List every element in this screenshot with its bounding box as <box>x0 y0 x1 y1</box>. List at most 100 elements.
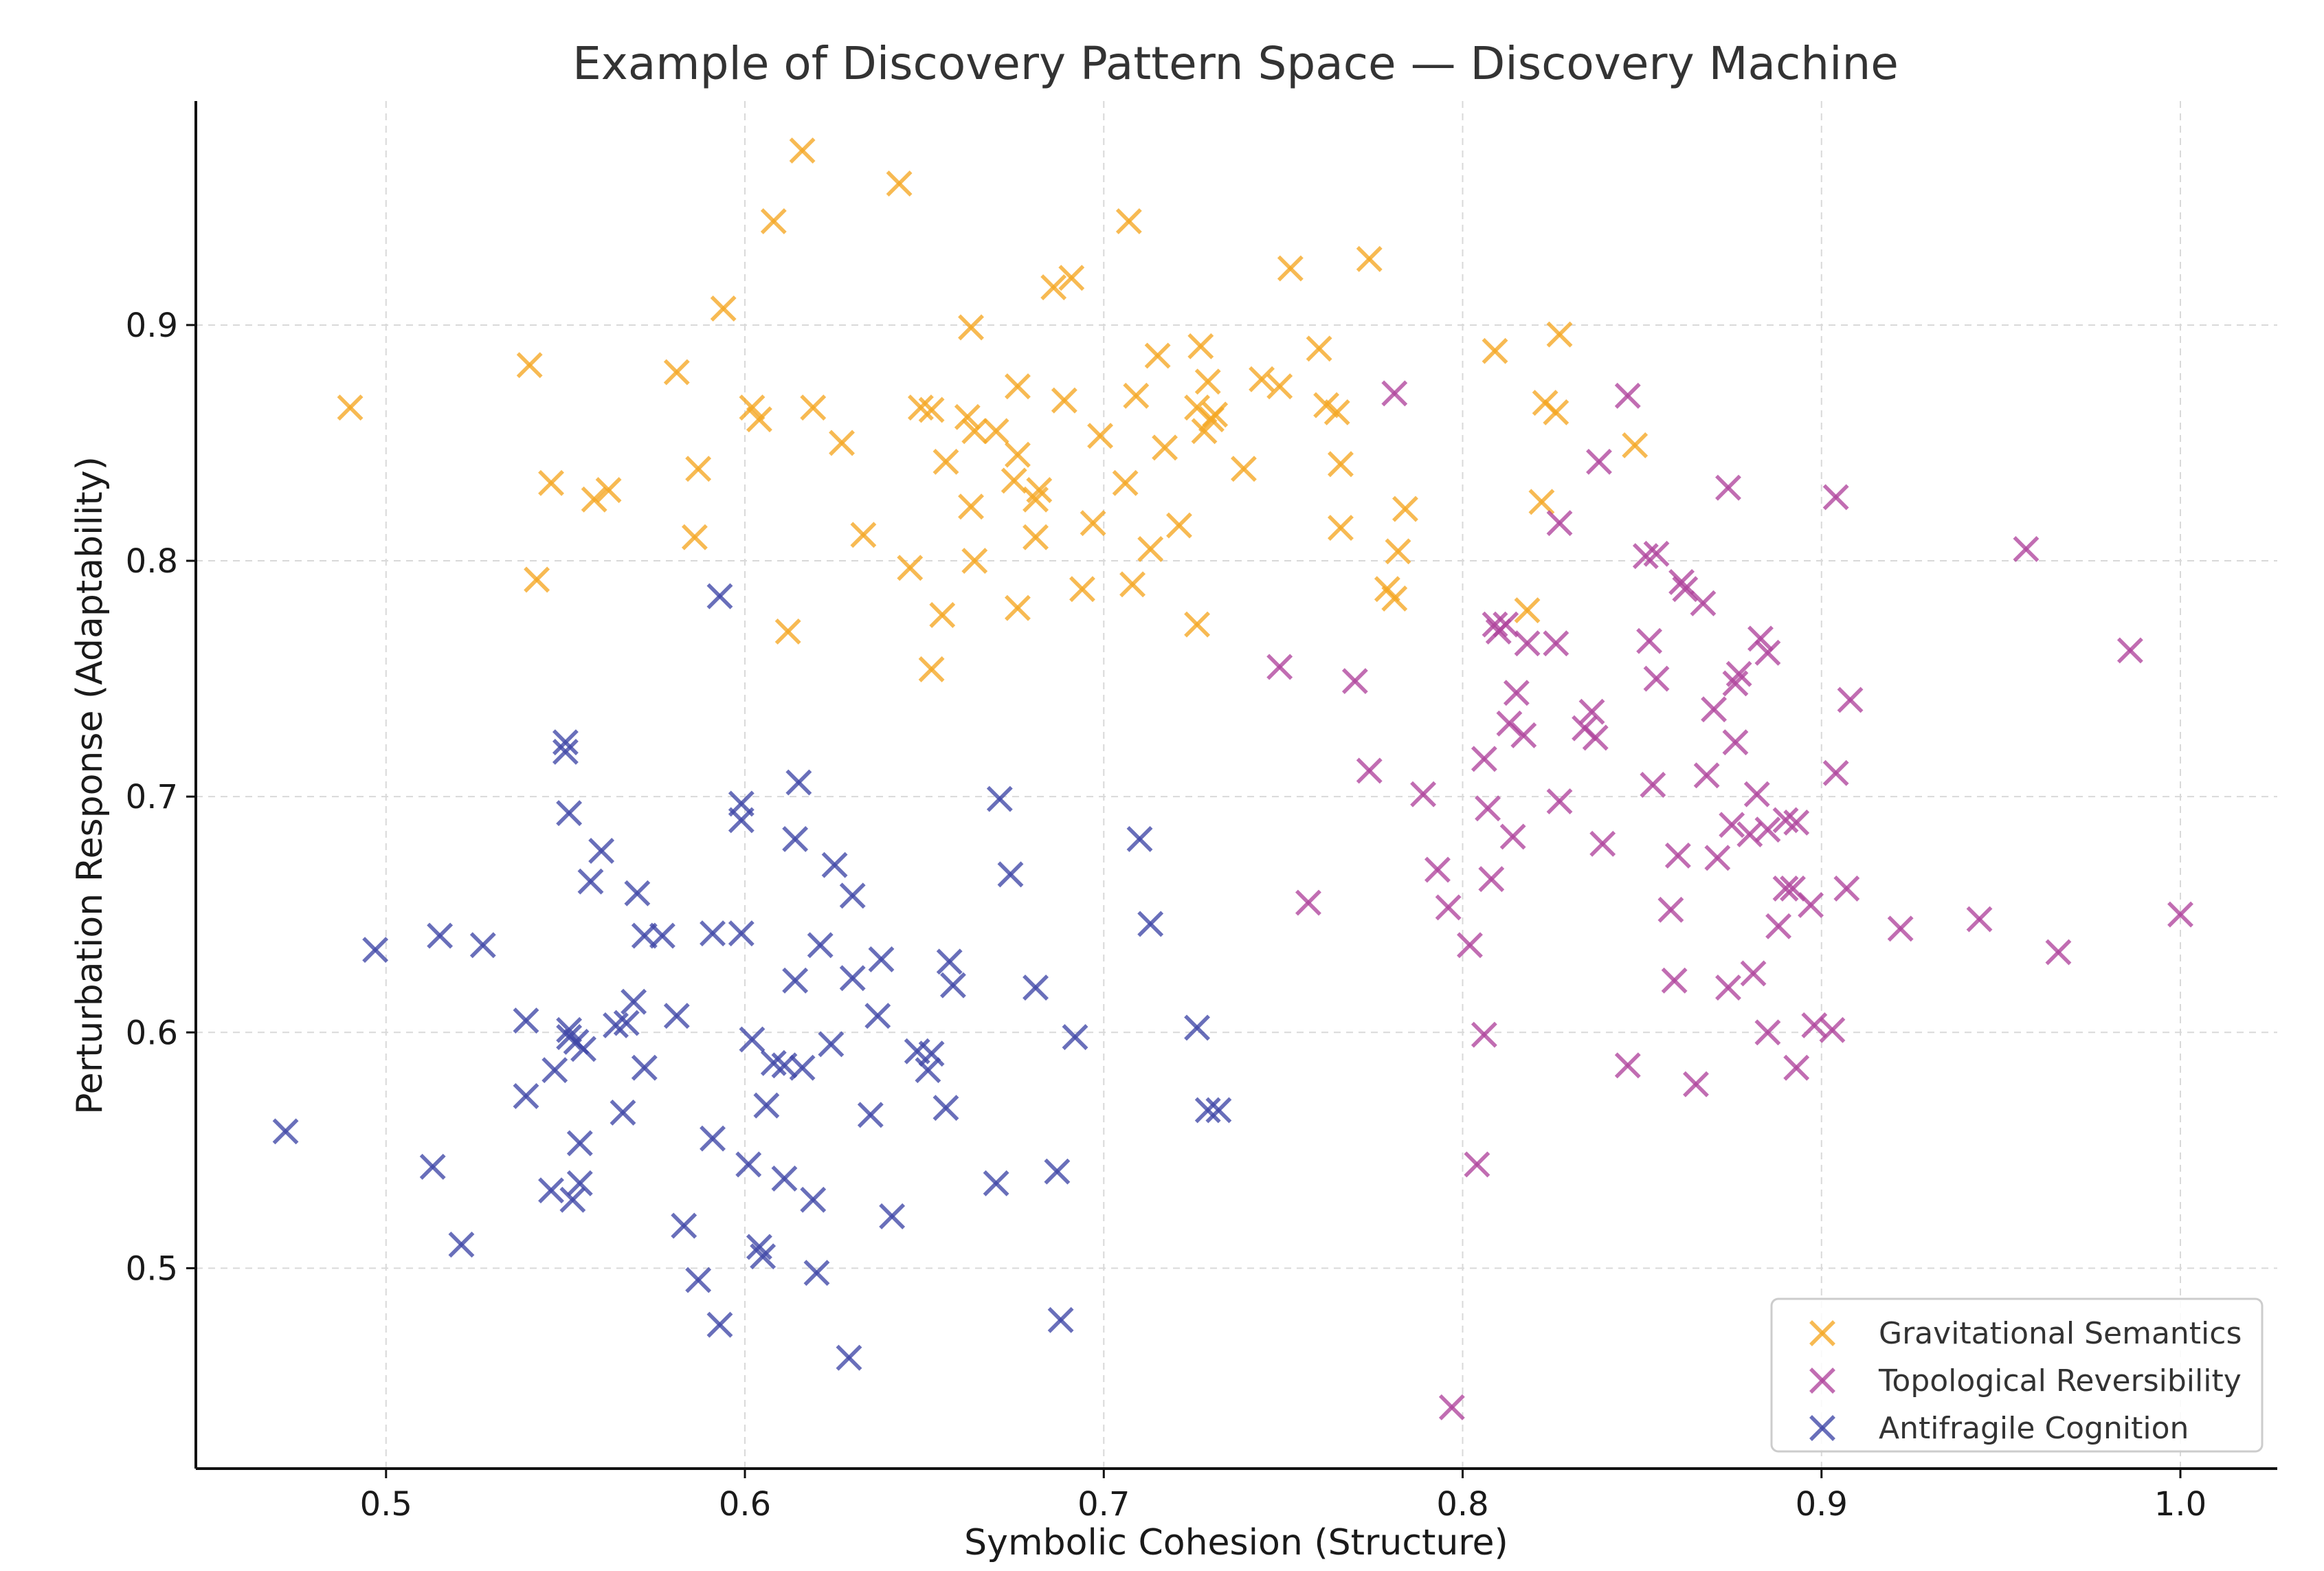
data-point <box>1725 660 1752 687</box>
data-point <box>624 880 651 906</box>
data-point <box>1740 960 1767 987</box>
data-point <box>1614 382 1641 409</box>
data-point <box>1277 255 1304 282</box>
data-point <box>566 1170 593 1196</box>
data-point <box>706 1311 733 1338</box>
data-point <box>897 555 924 581</box>
data-point <box>588 838 615 865</box>
data-point <box>986 786 1013 812</box>
data-point <box>1266 373 1293 400</box>
data-point <box>556 800 583 827</box>
data-point <box>613 1010 640 1036</box>
data-point <box>1044 1158 1071 1185</box>
data-point <box>1475 795 1501 822</box>
data-point <box>1231 456 1257 482</box>
data-point <box>739 1026 766 1053</box>
data-point <box>581 486 607 513</box>
data-point <box>1765 913 1792 939</box>
data-point <box>1693 762 1720 789</box>
data-point <box>1833 876 1860 902</box>
data-point <box>886 170 913 197</box>
data-point <box>1438 1394 1465 1420</box>
data-point <box>929 602 956 628</box>
data-point <box>1643 540 1670 567</box>
data-point <box>800 394 827 421</box>
data-point <box>821 851 848 878</box>
legend-entry: Antifragile Cognition <box>1879 1411 2189 1446</box>
data-point <box>552 739 579 765</box>
series-gravitational-semantics <box>337 137 1649 682</box>
data-point <box>1023 974 1049 1001</box>
data-point <box>918 397 945 423</box>
data-point <box>1543 399 1569 425</box>
x-tick-label: 0.7 <box>1077 1485 1130 1524</box>
data-point <box>735 1151 762 1178</box>
data-point <box>958 314 984 341</box>
data-point <box>932 1095 959 1121</box>
data-point <box>800 1186 827 1213</box>
data-point <box>663 1003 690 1029</box>
data-point <box>1819 1016 1846 1043</box>
y-axis-ticks: 0.5 0.6 0.7 0.8 0.9 <box>126 307 196 1288</box>
data-point <box>1722 729 1749 756</box>
series-antifragile-cognition <box>272 583 1232 1371</box>
data-point <box>918 1040 945 1067</box>
data-point <box>685 1267 712 1293</box>
data-point <box>1754 639 1781 666</box>
data-point <box>1062 1024 1088 1051</box>
data-point <box>513 1082 539 1109</box>
legend: Gravitational Semantics Topological Rever… <box>1770 1297 2264 1453</box>
legend-marker <box>1809 1415 1835 1441</box>
x-tick-label: 0.5 <box>360 1485 412 1524</box>
data-point <box>1004 594 1031 621</box>
data-point <box>746 406 772 433</box>
data-point <box>541 1057 568 1084</box>
series-topological-reversibility <box>1266 380 2193 1420</box>
data-point <box>1424 856 1451 883</box>
data-point <box>1328 515 1354 541</box>
data-point <box>1546 510 1573 537</box>
y-tick-label: 0.7 <box>126 778 178 816</box>
data-point <box>983 418 1009 445</box>
data-point <box>1306 335 1332 362</box>
data-point <box>1191 418 1218 445</box>
data-point <box>1887 915 1914 942</box>
data-point <box>789 1054 816 1081</box>
data-point <box>936 948 963 975</box>
data-point <box>1643 665 1670 692</box>
data-point <box>1023 524 1049 550</box>
data-point <box>728 807 755 834</box>
data-point <box>1661 967 1688 994</box>
data-point <box>1683 1071 1709 1098</box>
data-point <box>1047 1306 1074 1333</box>
data-point <box>595 477 622 504</box>
x-axis-label: Symbolic Cohesion (Structure) <box>964 1522 1508 1563</box>
data-point <box>710 295 737 322</box>
data-point <box>918 656 945 682</box>
legend-frame <box>1770 1297 2264 1453</box>
data-point <box>577 868 604 895</box>
data-point <box>1471 1021 1497 1048</box>
data-point <box>1754 816 1781 843</box>
data-point <box>1385 538 1411 565</box>
y-tick-label: 0.9 <box>126 307 178 345</box>
data-point <box>2167 901 2193 928</box>
data-point <box>1664 842 1691 869</box>
data-point <box>1112 469 1139 496</box>
data-point <box>782 825 809 852</box>
data-point <box>1798 892 1824 918</box>
data-point <box>1657 896 1684 923</box>
data-point <box>681 524 708 550</box>
data-point <box>1715 974 1741 1001</box>
y-tick-label: 0.8 <box>126 542 178 581</box>
data-point <box>631 1054 658 1081</box>
data-point <box>1582 724 1609 751</box>
data-point <box>789 137 816 164</box>
data-point <box>1051 387 1077 414</box>
data-point <box>1614 1052 1641 1079</box>
data-point <box>2045 939 2072 966</box>
data-point <box>1546 321 1573 348</box>
data-point <box>1837 687 1864 713</box>
data-point <box>818 1031 845 1058</box>
data-point <box>771 1166 798 1192</box>
